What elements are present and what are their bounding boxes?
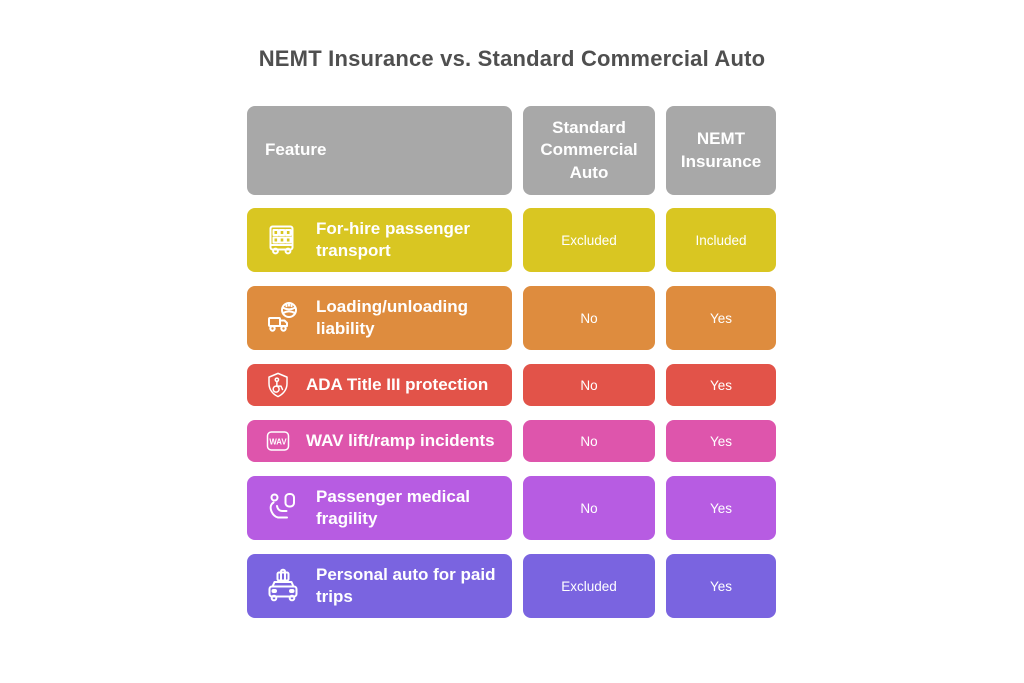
nemt-value-cell: Yes <box>666 420 776 462</box>
header-nemt-label: NEMT Insurance <box>680 129 762 171</box>
standard-value-cell: Excluded <box>523 208 655 272</box>
standard-value-cell: No <box>523 286 655 350</box>
table-row: Loading/unloading liability No Yes <box>247 286 776 350</box>
double-decker-bus-icon <box>263 220 303 260</box>
feature-cell: WAV WAV lift/ramp incidents <box>247 420 512 462</box>
feature-label: Personal auto for paid trips <box>316 565 496 606</box>
feature-cell: ADA Title III protection <box>247 364 512 406</box>
nemt-value-cell: Yes <box>666 286 776 350</box>
standard-value-cell: Excluded <box>523 554 655 618</box>
feature-label: For-hire passenger transport <box>316 219 470 260</box>
nemt-value-cell: Yes <box>666 364 776 406</box>
table-row: For-hire passenger transport Excluded In… <box>247 208 776 272</box>
feature-cell: For-hire passenger transport <box>247 208 512 272</box>
nemt-value-cell: Yes <box>666 476 776 540</box>
table-row: Personal auto for paid trips Excluded Ye… <box>247 554 776 618</box>
table-header-row: Feature Standard Commercial Auto NEMT In… <box>247 106 776 195</box>
nemt-value-cell: Yes <box>666 554 776 618</box>
feature-cell: Personal auto for paid trips <box>247 554 512 618</box>
feature-label: Passenger medical fragility <box>316 487 471 528</box>
truck-globe-icon <box>263 298 303 338</box>
page-title: NEMT Insurance vs. Standard Commercial A… <box>258 46 766 71</box>
table-row: Passenger medical fragility No Yes <box>247 476 776 540</box>
wav-badge-icon: WAV <box>263 426 293 456</box>
header-feature: Feature <box>247 106 512 195</box>
feature-label: ADA Title III protection <box>306 375 489 395</box>
feature-cell: Passenger medical fragility <box>247 476 512 540</box>
table-row: ADA Title III protection No Yes <box>247 364 776 406</box>
feature-cell: Loading/unloading liability <box>247 286 512 350</box>
passenger-seat-icon <box>263 488 303 528</box>
header-nemt-insurance: NEMT Insurance <box>666 106 776 195</box>
feature-label: Loading/unloading liability <box>316 297 469 338</box>
standard-value-cell: No <box>523 476 655 540</box>
wav-badge-text: WAV <box>269 437 287 446</box>
feature-label: WAV lift/ramp incidents <box>306 431 495 451</box>
header-standard-commercial-auto: Standard Commercial Auto <box>523 106 655 195</box>
shield-wheelchair-icon <box>263 370 293 400</box>
car-luggage-icon <box>263 566 303 606</box>
standard-value-cell: No <box>523 420 655 462</box>
nemt-value-cell: Included <box>666 208 776 272</box>
comparison-table: Feature Standard Commercial Auto NEMT In… <box>247 106 776 632</box>
standard-value-cell: No <box>523 364 655 406</box>
header-feature-label: Feature <box>265 140 327 160</box>
table-row: WAV WAV lift/ramp incidents No Yes <box>247 420 776 462</box>
header-standard-label: Standard Commercial Auto <box>540 118 638 182</box>
